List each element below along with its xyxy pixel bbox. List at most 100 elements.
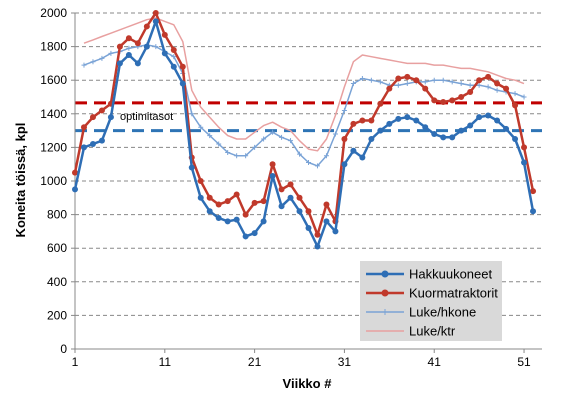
data-point [179,63,186,70]
data-point [440,134,447,141]
data-point [89,141,96,148]
series-line [83,44,525,167]
y-tick-label: 1200 [40,140,67,154]
data-point [368,117,375,124]
data-point [512,102,519,109]
series-Kuormatraktorit [72,10,537,238]
data-point [404,114,411,121]
data-point [197,194,204,201]
data-point [422,85,429,92]
data-point [386,120,393,127]
data-point [72,169,78,176]
optimum-annotation: optimitasot [120,111,173,123]
data-point [224,218,231,225]
data-point [467,122,474,129]
data-point [431,130,438,137]
data-point [485,73,492,80]
data-point [377,127,384,134]
data-point [386,85,393,92]
y-tick-label: 200 [47,308,67,322]
data-point [332,131,338,137]
data-point [80,124,87,131]
data-point [215,201,222,208]
data-point [494,80,501,87]
series-Luke/hkone [81,42,527,169]
data-point [260,218,267,225]
data-point [341,161,348,168]
data-point [108,50,114,56]
x-tick-label: 21 [248,355,262,369]
data-point [530,208,537,215]
legend-label: Hakkuukoneet [409,267,492,282]
data-point [377,100,384,107]
data-point [234,153,240,159]
data-point [422,79,428,85]
data-point [269,172,276,179]
data-point [323,218,330,225]
axes [71,12,542,353]
data-point [359,154,366,161]
data-point [521,144,528,151]
legend-label: Kuormatraktorit [409,286,498,301]
data-point [530,188,537,195]
data-point [467,88,474,95]
data-point [161,50,168,57]
data-point [278,186,285,193]
data-point [395,75,402,82]
data-point [98,137,105,144]
data-point [72,186,78,193]
data-point [341,107,347,113]
data-point [296,208,303,215]
data-point [81,62,87,68]
data-point [458,127,465,134]
series-line [73,20,535,248]
data-point [467,82,473,88]
y-tick-label: 1400 [40,107,67,121]
data-point [350,120,357,127]
y-tick-label: 2000 [40,6,67,20]
data-point [485,112,492,119]
data-point [206,194,213,201]
data-point [305,225,312,232]
data-point [261,136,267,142]
data-point [512,136,519,142]
data-point [278,203,285,210]
data-point [431,77,437,83]
data-point [485,84,491,90]
data-point [215,214,222,221]
data-point [197,178,204,184]
legend-label: Luke/hkone [409,305,476,320]
data-point [279,134,285,140]
data-point [189,111,195,117]
y-tick-label: 400 [47,275,67,289]
y-tick-label: 1600 [40,73,67,87]
data-point [152,18,159,25]
data-point [449,79,455,85]
y-tick-label: 0 [60,342,67,356]
data-point [359,117,366,124]
data-point [216,141,222,147]
data-point [125,35,132,42]
data-point [90,59,96,65]
data-point [395,82,401,88]
data-point [287,181,294,188]
data-point [494,87,500,93]
x-tick-label: 11 [159,355,172,369]
data-point [242,211,249,218]
data-point [395,115,402,122]
data-point [288,138,294,144]
data-point [314,163,320,169]
x-axis-title: Viikko # [283,376,333,391]
data-point [458,94,465,100]
data-point [413,117,420,124]
data-point [116,43,123,50]
data-point [332,228,339,235]
legend-swatch-marker [381,289,389,297]
data-point [323,201,330,208]
data-point [225,149,231,155]
legend: Hakkuukoneet Kuormatraktorit Luke/hkone Luk… [360,261,502,341]
data-point [270,129,276,135]
data-point [368,77,374,83]
